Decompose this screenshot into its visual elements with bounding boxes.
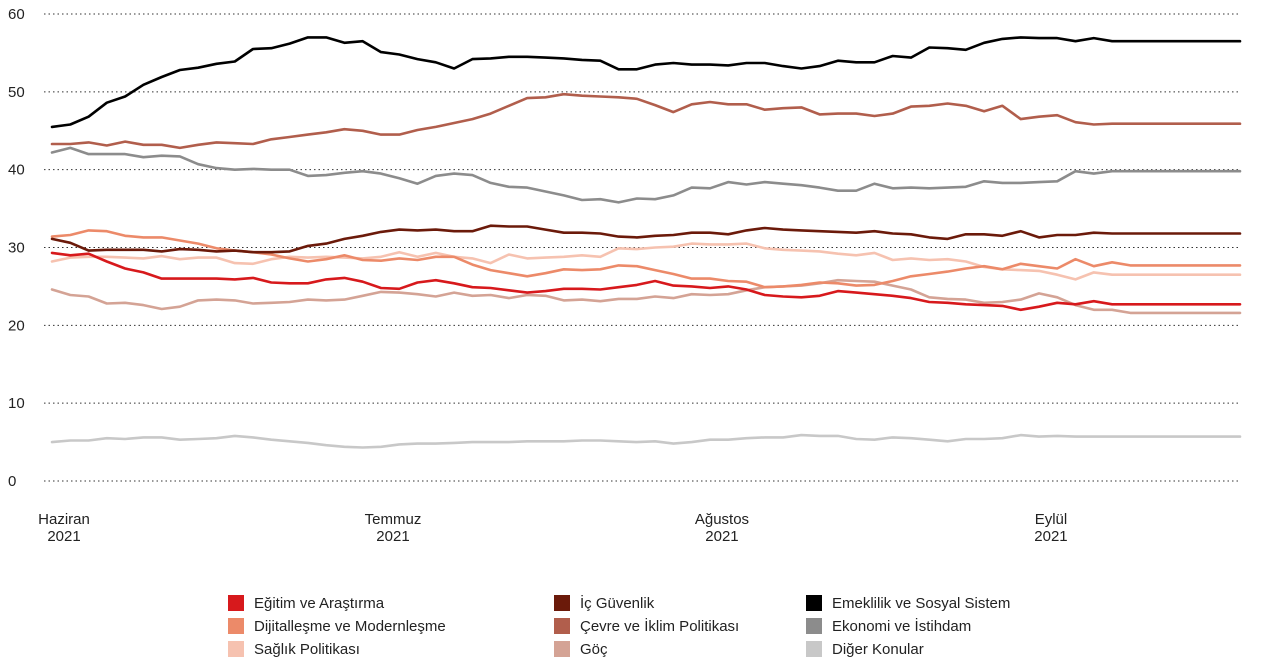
y-tick-label: 0 xyxy=(8,473,16,490)
legend-label: Çevre ve İklim Politikası xyxy=(580,617,740,635)
legend-swatch xyxy=(228,618,244,634)
series-lines xyxy=(50,36,1242,449)
legend-item: Sağlık Politikası xyxy=(228,639,360,659)
x-tick-label-year: 2021 xyxy=(705,528,738,545)
legend: Eğitim ve Araştırma İç Güvenlik Emeklilik … xyxy=(228,593,1128,663)
legend-item: Dijitalleşme ve Modernleşme xyxy=(228,616,446,636)
y-tick-label: 60 xyxy=(8,6,25,23)
legend-label: Diğer Konular xyxy=(832,640,924,658)
legend-item: Göç xyxy=(554,639,608,659)
y-axis: 0 10 20 30 40 50 60 xyxy=(8,6,25,490)
legend-item: Diğer Konular xyxy=(806,639,924,659)
series-line-6 xyxy=(50,242,1242,281)
series-line-0 xyxy=(50,251,1242,312)
series-line-8 xyxy=(50,433,1242,449)
legend-swatch xyxy=(806,618,822,634)
series-line-5 xyxy=(50,146,1242,204)
legend-swatch xyxy=(228,595,244,611)
legend-swatch xyxy=(554,641,570,657)
legend-swatch xyxy=(806,595,822,611)
legend-swatch xyxy=(554,618,570,634)
legend-item: Ekonomi ve İstihdam xyxy=(806,616,971,636)
x-tick-label-month: Eylül xyxy=(1035,511,1068,528)
y-tick-label: 20 xyxy=(8,317,25,334)
x-tick-label-year: 2021 xyxy=(376,528,409,545)
series-line-7 xyxy=(50,278,1242,315)
x-tick-label-month: Haziran xyxy=(38,511,90,528)
legend-item: İç Güvenlik xyxy=(554,593,654,613)
legend-swatch xyxy=(806,641,822,657)
legend-label: Göç xyxy=(580,640,608,658)
legend-label: Emeklilik ve Sosyal Sistem xyxy=(832,594,1011,612)
x-tick-label-month: Temmuz xyxy=(365,511,422,528)
legend-swatch xyxy=(228,641,244,657)
x-axis: Haziran2021Temmuz2021Ağustos2021Eylül202… xyxy=(38,511,1067,545)
legend-swatch xyxy=(554,595,570,611)
x-tick-label-month: Ağustos xyxy=(695,511,749,528)
y-tick-label: 10 xyxy=(8,395,25,412)
legend-label: Sağlık Politikası xyxy=(254,640,360,658)
legend-label: Eğitim ve Araştırma xyxy=(254,594,385,612)
y-tick-label: 40 xyxy=(8,162,25,179)
legend-label: Ekonomi ve İstihdam xyxy=(832,617,972,635)
legend-label: İç Güvenlik xyxy=(580,594,655,612)
series-line-4 xyxy=(50,92,1242,150)
y-tick-label: 30 xyxy=(8,240,25,257)
legend-label: Dijitalleşme ve Modernleşme xyxy=(254,617,446,635)
x-tick-label-year: 2021 xyxy=(47,528,80,545)
y-tick-label: 50 xyxy=(8,84,25,101)
series-line-2 xyxy=(50,36,1242,129)
legend-item: Çevre ve İklim Politikası xyxy=(554,616,739,636)
x-tick-label-year: 2021 xyxy=(1034,528,1067,545)
legend-item: Emeklilik ve Sosyal Sistem xyxy=(806,593,1010,613)
legend-item: Eğitim ve Araştırma xyxy=(228,593,384,613)
series-line-1 xyxy=(50,224,1242,254)
